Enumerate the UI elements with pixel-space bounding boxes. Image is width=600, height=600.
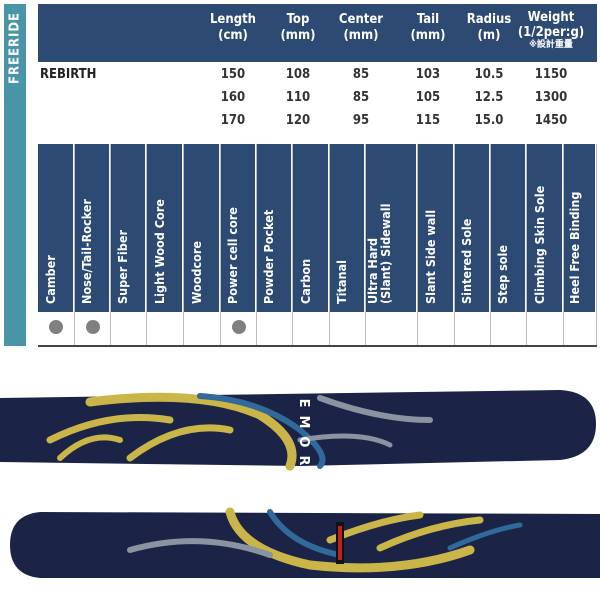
header-label: Center [338, 12, 384, 27]
feature-header-cell: Nose/Tail-Rocker [75, 144, 110, 312]
model-name: REBIRTH [40, 67, 97, 82]
header-label: Top [286, 12, 310, 27]
spec-value: 115 [415, 113, 441, 128]
feature-header-cell: Heel Free Binding [564, 144, 596, 312]
spec-value: 1150 [534, 67, 568, 82]
feature-column: Sintered Sole [455, 144, 491, 346]
feature-header-cell: Powder Pocket [257, 144, 292, 312]
header-label: Weight [527, 10, 575, 25]
spec-value: 108 [285, 67, 311, 82]
feature-header-cell: Slant Side wall [418, 144, 454, 312]
feature-header-cell: Power cell core [221, 144, 256, 312]
header-unit: (m) [477, 28, 501, 43]
header-label: Length [209, 12, 256, 27]
feature-header-cell: Titanal [330, 144, 365, 312]
spec-value: 12.5 [474, 90, 504, 105]
feature-column: Heel Free Binding [564, 144, 597, 346]
feature-header-cell: Camber [38, 144, 74, 312]
divider [38, 345, 597, 347]
spec-header-cell: Length (cm) [198, 12, 268, 44]
header-unit: (1/2per:g) [517, 25, 585, 40]
spec-header-cell: Tail (mm) [393, 12, 463, 44]
feature-column: Slant Side wall [418, 144, 455, 346]
feature-column: Titanal [330, 144, 366, 346]
feature-column: Ultra Hard (Slant) Sidewall [365, 144, 418, 346]
feature-check-dot [231, 320, 246, 334]
spec-value: 150 [220, 67, 246, 82]
spec-value: 120 [285, 113, 311, 128]
feature-column: Woodcore [184, 144, 221, 346]
feature-column: Super Fiber [111, 144, 147, 346]
feature-header-cell: Super Fiber [111, 144, 146, 312]
spec-value: 95 [352, 113, 370, 128]
feature-header-cell: Climbing Skin Sole [527, 144, 563, 312]
feature-column: Power cell core [221, 144, 257, 346]
spec-value: 103 [415, 67, 441, 82]
feature-check-dot [85, 320, 100, 334]
ski-logo: BLUEMORIS [296, 346, 311, 503]
spec-value: 1300 [534, 90, 568, 105]
spec-value: 110 [285, 90, 311, 105]
spec-header-cell: Radius (m) [454, 12, 524, 44]
header-unit: (mm) [410, 28, 446, 43]
spec-value: 85 [352, 90, 370, 105]
feature-column: Light Wood Core [147, 144, 184, 346]
spec-value: 1450 [534, 113, 568, 128]
feature-check-dot [49, 320, 63, 334]
feature-column: Camber [38, 144, 75, 346]
spec-value: 105 [415, 90, 441, 105]
feature-column: Climbing Skin Sole [527, 144, 564, 346]
spec-value: 85 [352, 67, 370, 82]
feature-header-cell: Light Wood Core [147, 144, 183, 312]
spec-header-cell: Top (mm) [263, 12, 333, 44]
feature-column: Nose/Tail-Rocker [75, 144, 111, 346]
feature-header-cell: Carbon [293, 144, 329, 312]
spec-value: 160 [220, 90, 246, 105]
feature-column: Powder Pocket [257, 144, 293, 346]
header-unit: (mm) [280, 28, 316, 43]
category-label-bar: FREERIDE [4, 4, 26, 346]
feature-header-cell: Sintered Sole [455, 144, 490, 312]
feature-column: Step sole [491, 144, 527, 346]
spec-value: 10.5 [474, 67, 504, 82]
spec-header: Length (cm) Top (mm) Center (mm) Tail (mm) Radiu… [38, 4, 597, 62]
feature-header-cell: Ultra Hard (Slant) Sidewall [365, 144, 417, 312]
header-label: Tail [416, 12, 440, 27]
feature-header-cell: Step sole [491, 144, 526, 312]
feature-column: Carbon [293, 144, 330, 346]
spec-value: 170 [220, 113, 246, 128]
header-note: ※設計重量 [529, 40, 573, 50]
spec-header-cell: Weight (1/2per:g) ※設計重量 [516, 10, 586, 50]
feature-header-cell: Woodcore [184, 144, 220, 312]
header-label: Radius [466, 12, 512, 27]
header-unit: (cm) [218, 28, 248, 43]
spec-value: 15.0 [474, 113, 504, 128]
feature-header [38, 144, 597, 312]
header-unit: (mm) [343, 28, 379, 43]
spec-header-cell: Center (mm) [326, 12, 396, 44]
